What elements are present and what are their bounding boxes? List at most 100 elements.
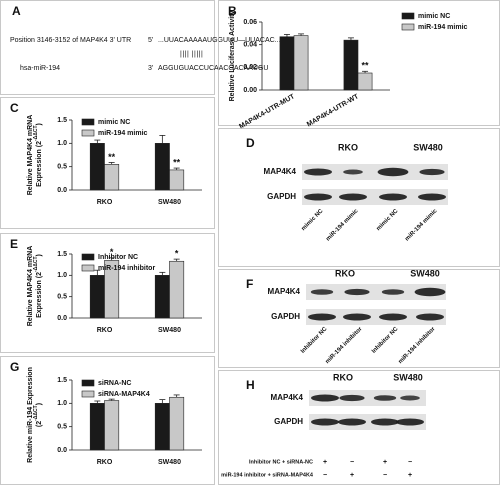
- condition-sign: +: [408, 472, 412, 479]
- bar: [357, 72, 373, 91]
- blot-band: [400, 395, 420, 401]
- cell-line-label: SW480: [413, 142, 443, 152]
- error-bar: [159, 271, 166, 276]
- blot-row-label: GAPDH: [267, 192, 296, 201]
- blot-band: [414, 287, 446, 297]
- y-tick-label: 0.00: [243, 87, 257, 94]
- y-axis-label-sup: -ΔΔCT: [33, 125, 39, 141]
- x-tick-label: MAP4K4-UTR-WT: [306, 93, 361, 129]
- blot-band: [311, 394, 339, 402]
- blot-band: [381, 289, 405, 295]
- legend-swatch: [81, 390, 95, 398]
- blot-band: [418, 193, 446, 201]
- significance: **: [173, 157, 181, 167]
- bar: [169, 396, 185, 451]
- blot-band: [416, 313, 444, 321]
- error-bar: [159, 134, 166, 144]
- bar: [104, 400, 120, 451]
- error-bar: [94, 139, 101, 144]
- y-axis-label: (2-ΔΔCT): [33, 403, 43, 427]
- error-bar: [173, 258, 180, 262]
- y-tick-label: 0.5: [57, 424, 67, 431]
- panel-letter: G: [10, 360, 19, 374]
- y-tick-label: 0.06: [243, 19, 257, 26]
- mirna-seq: AGGUGUACCUCAACGACAAUGU: [158, 65, 268, 72]
- y-axis-label-sup: -ΔΔCT: [33, 405, 39, 421]
- blot-band: [338, 418, 366, 426]
- bar: [154, 275, 170, 319]
- condition-sign: +: [350, 472, 354, 479]
- blot-band: [396, 418, 424, 426]
- error-bar: [94, 400, 101, 404]
- y-tick-label: 1.5: [57, 251, 67, 258]
- mirna-end: 3': [148, 65, 153, 72]
- bar: [169, 260, 185, 319]
- y-axis-label: Relative Luciferase Activity: [229, 11, 236, 102]
- y-tick-label: 0.04: [243, 42, 257, 49]
- legend-label: miR-194 mimic: [418, 24, 468, 31]
- y-tick-label: 1.0: [57, 400, 67, 407]
- panel-frame: [218, 0, 500, 126]
- y-tick-label: 0.0: [57, 187, 67, 194]
- mirna-label: hsa-miR-194: [20, 65, 60, 72]
- panel-letter: C: [10, 101, 19, 115]
- y-axis-label: Expression (2-ΔΔCT): [33, 254, 43, 318]
- blot-band: [311, 418, 339, 426]
- lane-label: miR-194 mimic: [404, 208, 439, 243]
- lane-label: miR-194 inhibitor: [398, 326, 437, 365]
- x-tick-label: RKO: [97, 459, 113, 466]
- error-bar: [173, 394, 180, 398]
- blot-row-label: MAP4K4: [264, 167, 297, 176]
- panel-frame: [0, 0, 215, 95]
- condition-sign: +: [383, 459, 387, 466]
- lane-label: Inhibitor NC: [371, 326, 400, 355]
- blot-strip: [309, 390, 426, 406]
- y-tick-label: 0.5: [57, 294, 67, 301]
- bar: [154, 143, 170, 191]
- legend-swatch: [81, 264, 95, 272]
- blot-band: [379, 193, 407, 201]
- legend-label: miR-194 mimic: [98, 130, 148, 137]
- y-axis-label-part: Expression (2: [36, 141, 43, 187]
- error-bar: [108, 257, 115, 261]
- legend-swatch: [81, 118, 95, 126]
- error-bar: [108, 162, 115, 165]
- y-axis-label: Expression (2-ΔΔCT): [33, 123, 43, 187]
- y-axis-label: Relative miR-194 Expression: [27, 367, 34, 463]
- bar: [104, 164, 120, 191]
- legend-swatch: [401, 23, 415, 31]
- error-bar: [159, 399, 166, 404]
- y-axis-label-part: ): [36, 403, 43, 405]
- lane-label: miR-194 mimic: [325, 208, 360, 243]
- y-tick-label: 1.5: [57, 377, 67, 384]
- bar: [169, 169, 185, 191]
- lane-label: mimic NC: [376, 208, 400, 232]
- legend-swatch: [81, 253, 95, 261]
- y-axis-label-part: ): [36, 254, 43, 256]
- blot-band: [343, 313, 371, 321]
- y-tick-label: 0.5: [57, 164, 67, 171]
- panel-letter: H: [246, 378, 255, 392]
- blot-band: [310, 289, 334, 295]
- x-tick-label: SW480: [158, 199, 181, 206]
- bar: [154, 403, 170, 451]
- y-axis-label-sup: -ΔΔCT: [33, 256, 39, 272]
- condition-label: Inhibitor NC + siRNA-NC: [249, 459, 313, 465]
- target-seq: ...UUACAAAAAUGGUUU—UUACAC...: [158, 37, 281, 44]
- blot-strip: [306, 284, 446, 300]
- condition-label: miR-194 inhibitor + siRNA-MAP4K4: [221, 472, 314, 478]
- y-tick-label: 0.0: [57, 315, 67, 322]
- blot-strip: [309, 414, 426, 430]
- blot-band: [339, 394, 365, 402]
- y-axis-label: Relative MAP4K4 mRNA: [27, 115, 34, 196]
- blot-row-label: MAP4K4: [268, 287, 301, 296]
- y-tick-label: 1.5: [57, 117, 67, 124]
- cell-line-label: RKO: [338, 142, 358, 152]
- bar: [279, 36, 295, 91]
- blot-band: [371, 418, 399, 426]
- bar: [89, 275, 105, 319]
- y-tick-label: 1.0: [57, 140, 67, 147]
- x-tick-label: RKO: [97, 327, 113, 334]
- target-label: Position 3146-3152 of MAP4K4 3' UTR: [10, 37, 131, 44]
